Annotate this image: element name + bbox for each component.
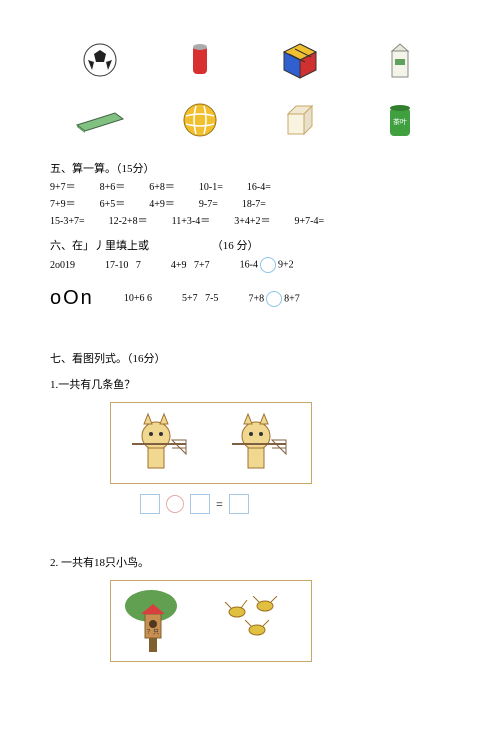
eq: 9+7＝ <box>50 180 76 195</box>
eq: 3+4+2＝ <box>234 214 270 229</box>
section-6-row-2: oOn 10+6 6 5+7 7-5 7+8 8+7 <box>50 287 450 310</box>
answer-box <box>140 494 160 514</box>
section-6-title: 六、在」丿里填上或 （16 分） <box>50 237 450 253</box>
fish-picture-box <box>110 402 312 484</box>
q6-left: 2o019 <box>50 260 75 271</box>
eq: 15-3+7= <box>50 214 85 229</box>
eq: 8+6＝ <box>100 180 126 195</box>
q6-item: 17-10 <box>105 260 128 271</box>
section-5-title: 五、算一算。（15分） <box>50 160 450 176</box>
volleyball-icon <box>175 100 225 140</box>
tea-tin-icon: 茶叶 <box>375 100 425 140</box>
objects-row-1 <box>50 40 450 80</box>
eq: 11+3-4＝ <box>172 214 211 229</box>
q6-left-oOn: oOn <box>50 287 94 310</box>
q6-item: 4+9 <box>171 260 187 271</box>
q6-item: 9+2 <box>278 259 294 270</box>
milk-carton-icon <box>375 40 425 80</box>
cat-with-fish-icon <box>226 410 296 476</box>
eq: 9+7-4= <box>294 214 324 229</box>
answer-box <box>229 494 249 514</box>
section-6-title-text: 六、在」丿里填上或 <box>50 240 149 252</box>
svg-text:茶叶: 茶叶 <box>393 117 407 126</box>
q6-item: 8+7 <box>284 293 300 304</box>
q6-item: 7-5 <box>205 293 218 304</box>
q6-item: 7+7 <box>194 260 210 271</box>
q6-item: 7+8 <box>248 293 264 304</box>
equals-sign: = <box>216 497 223 512</box>
q6-item: 10+6 6 <box>124 293 152 304</box>
section-6-points: （16 分） <box>212 240 259 252</box>
eq: 12-2+8＝ <box>109 214 148 229</box>
eq: 6+5＝ <box>100 197 126 212</box>
birds-picture-box: ？只 <box>110 580 312 662</box>
objects-row-2: 茶叶 <box>50 100 450 140</box>
section-7-title: 七、看图列式。（16分） <box>50 350 450 366</box>
eq: 7+9＝ <box>50 197 76 212</box>
can-icon <box>175 40 225 80</box>
soccer-ball-icon <box>75 40 125 80</box>
section-6-row-1: 2o019 17-10 7 4+9 7+7 16-4 9+2 <box>50 257 450 273</box>
eq: 9-7= <box>199 197 218 212</box>
cat-with-fish-icon <box>126 410 196 476</box>
q7-1-text: 1.一共有几条鱼？ <box>50 376 450 392</box>
rubiks-cube-icon <box>275 40 325 80</box>
q6-item: 16-4 <box>240 259 258 270</box>
circle-blank-icon <box>266 291 282 307</box>
pencil-case-icon <box>75 100 125 140</box>
flying-birds-icon <box>221 596 301 646</box>
cube-icon <box>275 100 325 140</box>
q6-item: 5+7 <box>182 293 198 304</box>
eq: 4+9＝ <box>149 197 175 212</box>
tree-house-icon: ？只 <box>121 586 201 656</box>
q6-item: 7 <box>136 260 141 271</box>
eq: 16-4= <box>247 180 271 195</box>
eq: 18-7= <box>242 197 266 212</box>
eq: 10-1= <box>199 180 223 195</box>
operator-circle <box>166 495 184 513</box>
section-5-equations: 9+7＝ 8+6＝ 6+8＝ 10-1= 16-4= 7+9＝ 6+5＝ 4+9… <box>50 180 450 229</box>
svg-text:？只: ？只 <box>147 629 159 636</box>
circle-blank-icon <box>260 257 276 273</box>
equation-boxes: = <box>140 494 450 514</box>
q7-2-text: 2. 一共有18只小鸟。 <box>50 554 450 570</box>
eq: 6+8＝ <box>149 180 175 195</box>
answer-box <box>190 494 210 514</box>
